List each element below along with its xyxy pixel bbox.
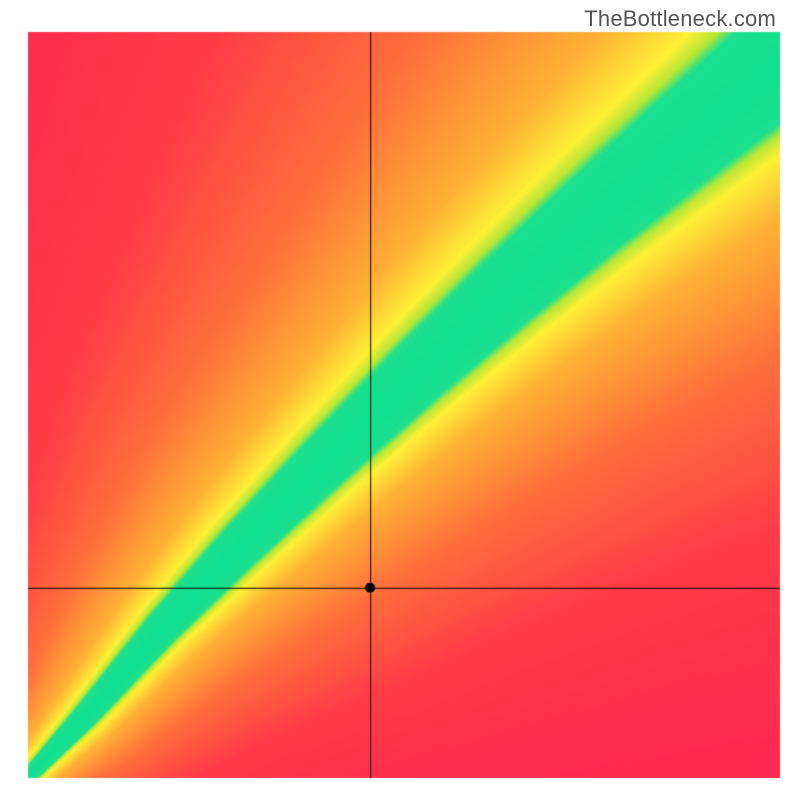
- chart-container: TheBottleneck.com: [0, 0, 800, 800]
- heatmap-canvas: [0, 0, 800, 800]
- watermark-text: TheBottleneck.com: [584, 6, 776, 32]
